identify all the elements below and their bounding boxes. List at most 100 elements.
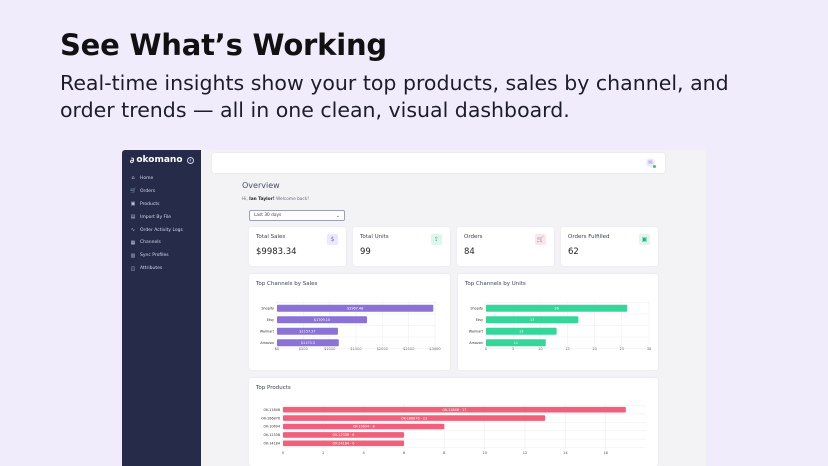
- sidebar-item-attributes[interactable]: ◫ Attributes: [130, 262, 183, 275]
- x-tick-label: 0: [485, 347, 488, 351]
- sync-icon: ▥: [130, 252, 136, 259]
- sidebar: ∂ okomano ‹ ⌂ Home 🛒 Orders ▣ Products ▤ Import…: [122, 150, 201, 466]
- stat-label: Orders: [464, 234, 483, 240]
- file-icon: ▤: [130, 214, 136, 221]
- sidebar-item-channels[interactable]: ▦ Channels: [130, 236, 183, 249]
- date-range-value: Last 30 days: [254, 213, 282, 218]
- date-range-select[interactable]: Last 30 days ⌄: [249, 210, 345, 221]
- sidebar-item-home[interactable]: ⌂ Home: [130, 172, 183, 185]
- bar-value-label: $1173.3: [301, 341, 315, 345]
- sidebar-item-label: Import By File: [140, 214, 172, 220]
- box-icon: ▣: [130, 201, 136, 208]
- x-tick-label: $1000: [324, 347, 336, 351]
- grid-icon: ▦: [130, 239, 136, 246]
- sidebar-item-label: Channels: [140, 240, 161, 246]
- bar[interactable]: [486, 316, 579, 324]
- bar-value-label: 11: [514, 341, 518, 345]
- x-tick-label: $1500: [350, 347, 362, 351]
- sidebar-item-products[interactable]: ▣ Products: [130, 198, 183, 211]
- top-products-chart: 0 2 4 6 8 10 12 14 16 OK-11848 OK-11848 · 17 OK-166…: [261, 404, 646, 455]
- bar[interactable]: [283, 432, 404, 438]
- bar[interactable]: [283, 440, 404, 447]
- category-label: OK-14184: [263, 442, 280, 446]
- sidebar-item-sync-profiles[interactable]: ▥ Sync Profiles: [130, 249, 183, 262]
- x-tick-label: 10: [482, 451, 487, 455]
- bar-value-label: 17: [530, 318, 534, 322]
- welcome-message: Hi, Ian Taylor! Welcome back!: [242, 197, 310, 202]
- home-icon: ⌂: [131, 175, 135, 182]
- sidebar-item-label: Sync Profiles: [140, 253, 169, 259]
- x-tick-label: 0: [282, 451, 285, 455]
- bar[interactable]: [277, 304, 434, 312]
- x-tick-label: 16: [603, 451, 608, 455]
- bar[interactable]: [283, 423, 445, 430]
- chevron-down-icon: ⌄: [335, 213, 340, 219]
- sidebar-item-order-activity-logs[interactable]: ∿ Order Activity Logs: [130, 224, 183, 237]
- stat-value: 99: [360, 247, 371, 257]
- bar[interactable]: [277, 339, 339, 347]
- x-tick-label: $3000: [429, 347, 441, 351]
- category-label: Amazon: [260, 341, 274, 345]
- hero-title: See What’s Working: [60, 28, 387, 62]
- bar[interactable]: [277, 327, 338, 335]
- bar[interactable]: [486, 327, 557, 335]
- top-bar: ✉: [212, 153, 665, 173]
- notification-icon[interactable]: ✉: [646, 158, 655, 167]
- sidebar-item-orders[interactable]: 🛒 Orders: [130, 185, 183, 198]
- stat-label: Orders Fulfilled: [568, 234, 610, 240]
- x-tick-label: 12: [523, 451, 528, 455]
- activity-icon: ∿: [130, 227, 136, 233]
- category-label: Etsy: [267, 318, 274, 322]
- stat-card-total-sales: Total Sales $9983.34 $: [249, 227, 346, 266]
- brand-logo[interactable]: ∂ okomano ‹: [130, 155, 194, 165]
- hero-subtitle: Real-time insights show your top product…: [60, 71, 729, 122]
- x-tick-label: $500: [299, 347, 309, 351]
- stat-label: Total Sales: [256, 234, 286, 240]
- bar-value-label: OK-11848 · 17: [442, 408, 466, 412]
- sales-by-channel-chart: $0 $500 $1000 $1500 $2000 $2500 $3000 Shopify $2…: [260, 301, 441, 351]
- x-tick-label: $0: [275, 347, 280, 351]
- bar[interactable]: [283, 415, 546, 421]
- chart-title-units: Top Channels by Units: [465, 281, 526, 287]
- dashboard-window: ∂ okomano ‹ ⌂ Home 🛒 Orders ▣ Products ▤ Import…: [122, 150, 706, 466]
- category-label: OK-11848: [263, 408, 280, 412]
- bar[interactable]: [486, 304, 628, 312]
- cart-icon: 🛒: [130, 188, 137, 195]
- sidebar-item-label: Attributes: [140, 266, 163, 272]
- bar[interactable]: [277, 316, 368, 324]
- collapse-icon[interactable]: ‹: [187, 156, 194, 164]
- bar-value-label: 26: [554, 306, 558, 310]
- status-dot: [653, 165, 656, 168]
- category-label: Etsy: [476, 318, 483, 322]
- bar[interactable]: [283, 406, 626, 413]
- x-tick-label: 20: [592, 347, 597, 351]
- chart-panel-products: Top Products 0 2 4 6 8 10 12 14 16 OK-11848 OK-118…: [249, 378, 658, 466]
- x-tick-label: 25: [620, 347, 625, 351]
- stat-card-total-units: Total Units 99 ⇪: [353, 227, 450, 266]
- link-icon: ∂: [130, 155, 135, 165]
- bar[interactable]: [486, 339, 546, 347]
- category-label: OK-166876: [261, 416, 280, 420]
- box-check-icon: ▣: [639, 234, 650, 245]
- chart-title-sales: Top Channels by Sales: [256, 281, 318, 287]
- bar-value-label: $1157.27: [299, 329, 315, 333]
- bar-value-label: $1709.10: [314, 318, 330, 322]
- tag-icon: ◫: [130, 265, 136, 272]
- x-tick-label: 2: [322, 451, 324, 455]
- chart-panel-units: Top Channels by Units 0 5 10 15 20 25 30 Shopif…: [458, 274, 658, 370]
- x-tick-label: 10: [538, 347, 543, 351]
- bar-value-label: OK-10694 · 8: [353, 425, 375, 429]
- stat-card-orders-fulfilled: Orders Fulfilled 62 ▣: [561, 227, 658, 266]
- x-tick-label: $2500: [403, 347, 415, 351]
- stat-value: 62: [568, 247, 579, 257]
- bar-value-label: OK-166876 · 13: [401, 416, 427, 420]
- sidebar-item-import-by-file[interactable]: ▤ Import By File: [130, 211, 183, 224]
- category-label: Shopify: [470, 306, 483, 310]
- stat-value: $9983.34: [256, 247, 297, 257]
- category-label: Shopify: [261, 306, 274, 310]
- chart-panel-sales: Top Channels by Sales $0 $500 $1000 $1500 $2…: [249, 274, 450, 370]
- sidebar-item-label: Order Activity Logs: [140, 227, 183, 233]
- bar-value-label: $2967.48: [347, 306, 363, 310]
- stat-label: Total Units: [360, 234, 389, 240]
- sidebar-nav: ⌂ Home 🛒 Orders ▣ Products ▤ Import By File ∿ Ord…: [130, 172, 183, 275]
